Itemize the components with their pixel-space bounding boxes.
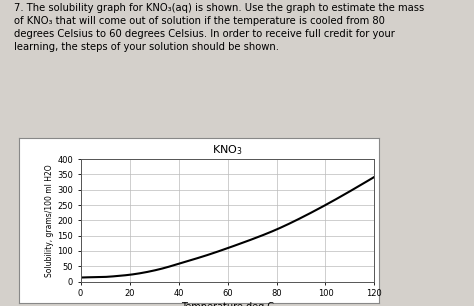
Text: 7. The solubility graph for KNO₃(aq) is shown. Use the graph to estimate the mas: 7. The solubility graph for KNO₃(aq) is …	[14, 3, 425, 52]
Y-axis label: Solubility, grams/100 ml H2O: Solubility, grams/100 ml H2O	[46, 164, 55, 277]
Title: KNO$_3$: KNO$_3$	[212, 144, 243, 157]
X-axis label: Temperature deg.C: Temperature deg.C	[181, 302, 274, 306]
